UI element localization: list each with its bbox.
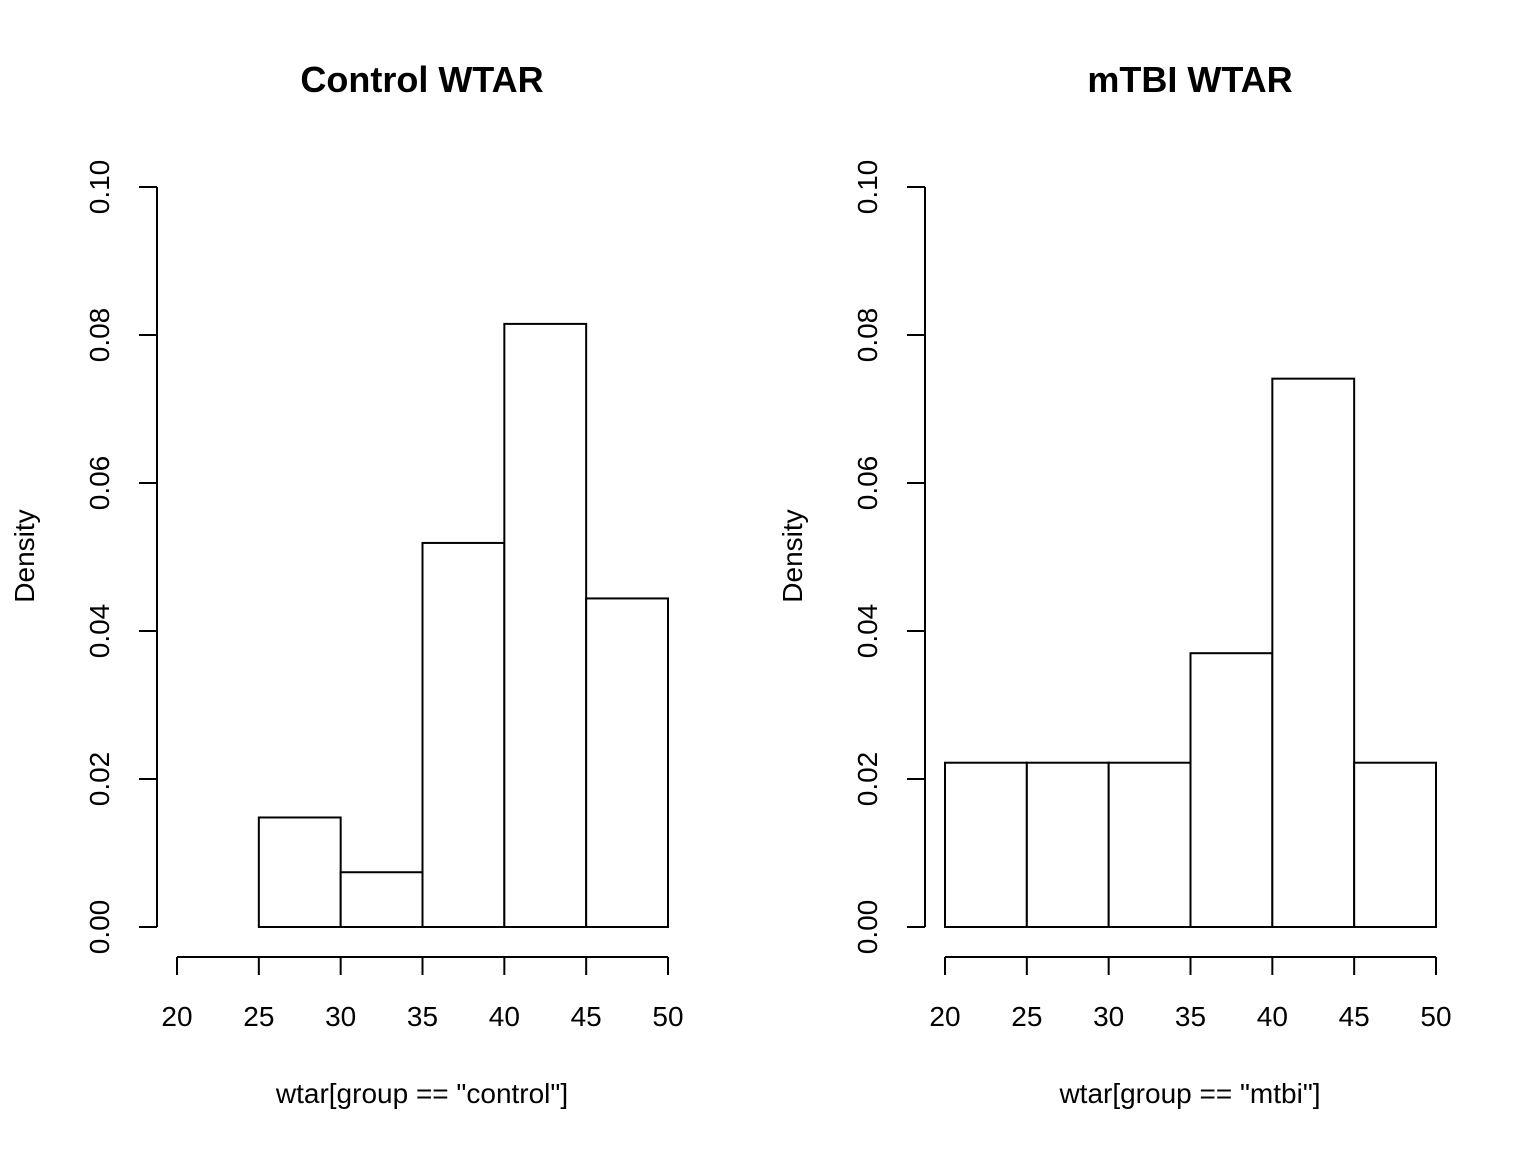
x-axis-label: wtar[group == "mtbi"] — [1058, 1078, 1320, 1109]
y-tick-label: 0.06 — [852, 456, 883, 511]
chart-title: Control WTAR — [300, 59, 543, 100]
plot-area: 0.00 0.02 0.04 0.06 0.08 0.10 20 25 30 35 40 45 50 — [84, 160, 684, 1032]
histogram-bar — [421, 541, 506, 928]
histogram-bar — [1189, 652, 1274, 928]
x-tick-label: 35 — [1175, 1001, 1206, 1032]
y-tick-label: 0.08 — [84, 308, 115, 363]
panel-control: Control WTAR Density wtar[group == "cont… — [9, 59, 684, 1109]
histogram-bar — [1025, 761, 1110, 928]
chart-title: mTBI WTAR — [1087, 59, 1292, 100]
x-tick-label: 40 — [489, 1001, 520, 1032]
y-tick-label: 0.02 — [852, 752, 883, 807]
x-tick-label: 50 — [652, 1001, 683, 1032]
x-tick-label: 40 — [1257, 1001, 1288, 1032]
x-tick-label: 25 — [243, 1001, 274, 1032]
histogram-bar — [257, 816, 342, 928]
x-tick-label: 20 — [929, 1001, 960, 1032]
y-tick-label: 0.00 — [84, 900, 115, 955]
x-tick-label: 30 — [325, 1001, 356, 1032]
histogram-bar — [1353, 761, 1437, 928]
panel-mtbi: mTBI WTAR Density wtar[group == "mtbi"] … — [777, 59, 1452, 1109]
y-tick-label: 0.04 — [84, 604, 115, 659]
y-tick-label: 0.00 — [852, 900, 883, 955]
y-axis-label: Density — [777, 509, 808, 602]
x-tick-label: 45 — [571, 1001, 602, 1032]
y-tick-label: 0.10 — [852, 160, 883, 215]
histogram-bar — [1107, 761, 1192, 928]
histogram-bar — [339, 871, 424, 928]
x-tick-label: 35 — [407, 1001, 438, 1032]
histogram-bar — [585, 597, 670, 928]
y-tick-label: 0.06 — [84, 456, 115, 511]
y-tick-label: 0.10 — [84, 160, 115, 215]
x-axis-label: wtar[group == "control"] — [275, 1078, 568, 1109]
x-tick-label: 50 — [1420, 1001, 1451, 1032]
x-tick-label: 30 — [1093, 1001, 1124, 1032]
x-tick-label: 20 — [161, 1001, 192, 1032]
y-axis-label: Density — [9, 509, 40, 602]
y-tick-label: 0.08 — [852, 308, 883, 363]
x-tick-label: 45 — [1339, 1001, 1370, 1032]
x-tick-label: 25 — [1011, 1001, 1042, 1032]
plot-area: 0.00 0.02 0.04 0.06 0.08 0.10 20 25 30 35 40 45 50 — [852, 160, 1452, 1032]
y-tick-label: 0.02 — [84, 752, 115, 807]
histogram-bar — [503, 322, 588, 928]
histogram-bar — [1271, 377, 1356, 929]
y-tick-label: 0.04 — [852, 604, 883, 659]
histogram-bar — [944, 761, 1028, 928]
